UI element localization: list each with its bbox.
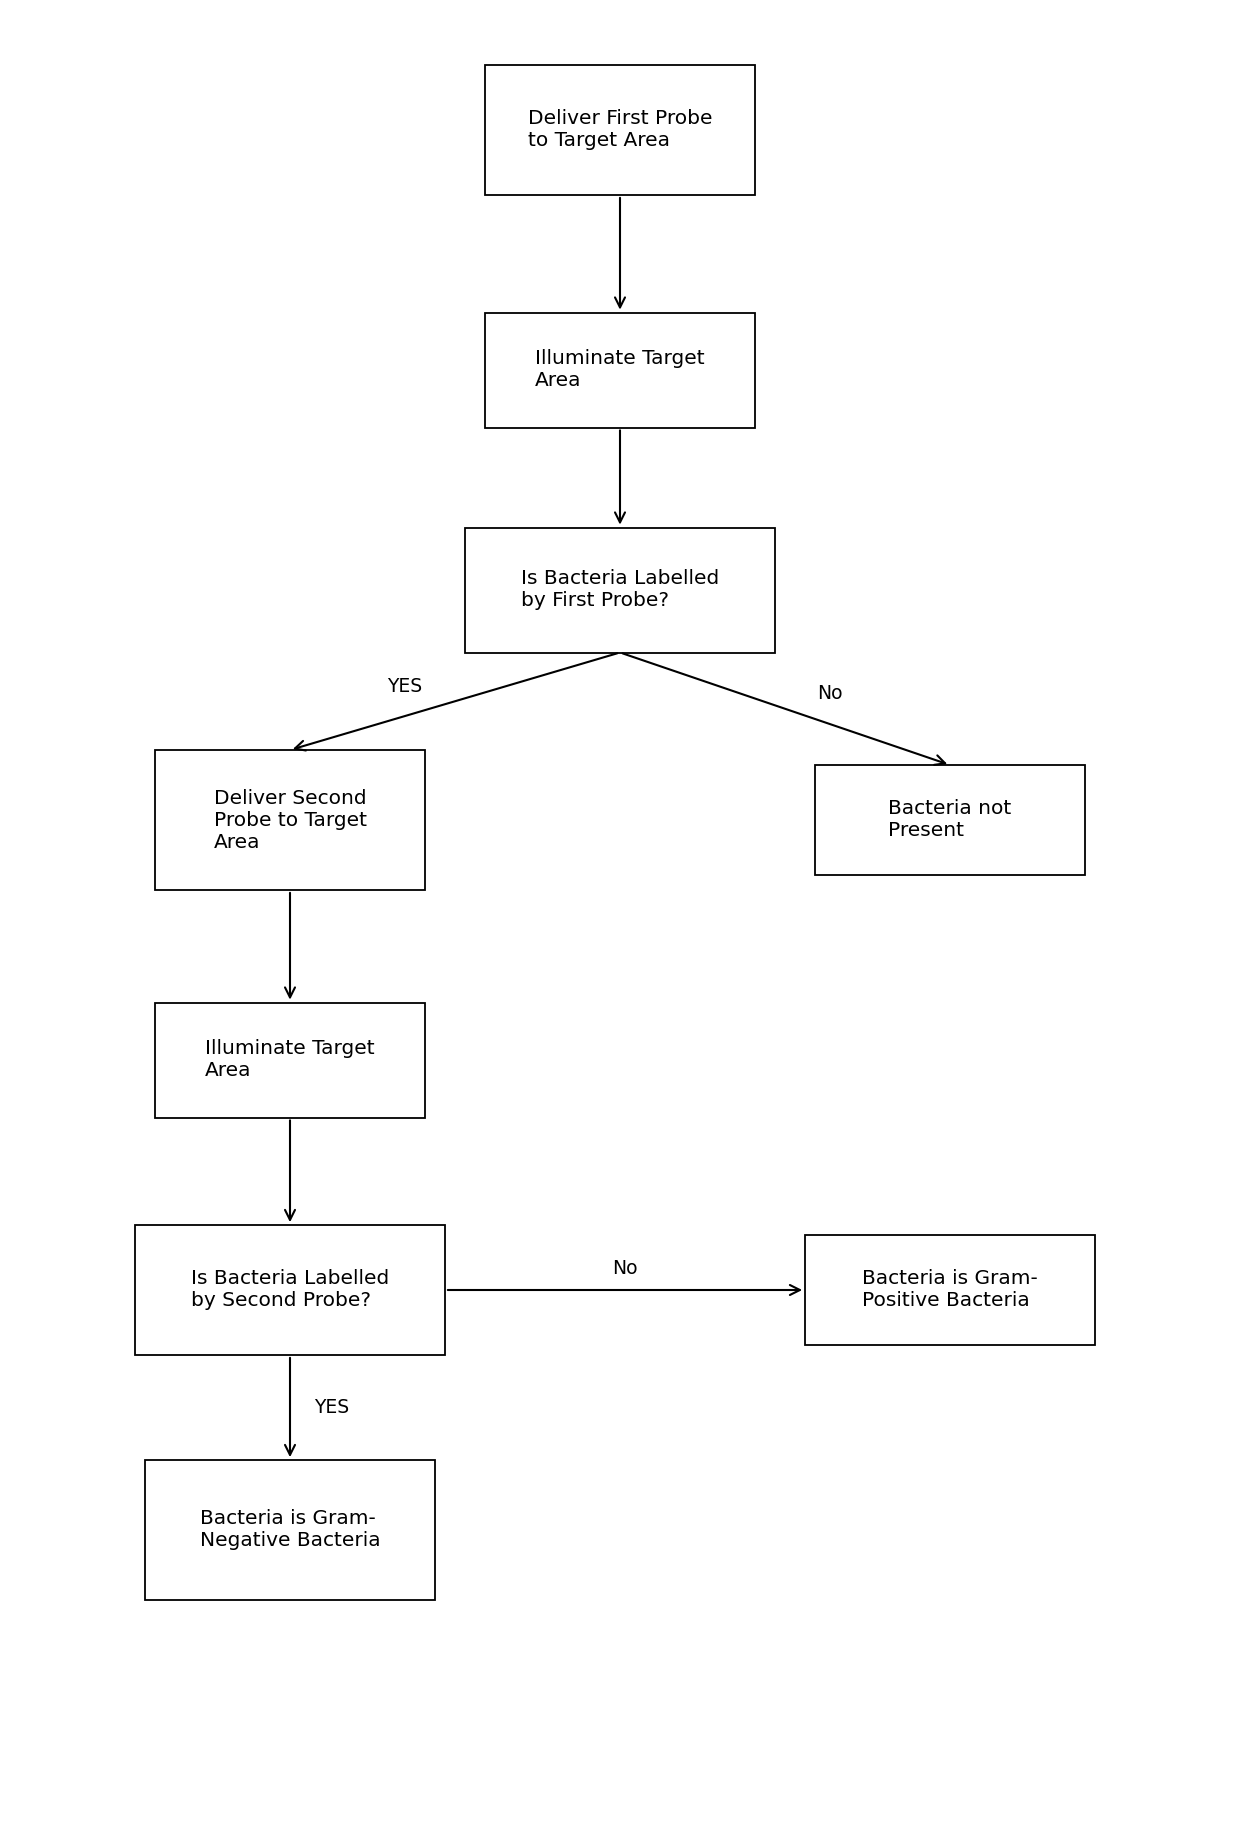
Text: Bacteria is Gram-
Negative Bacteria: Bacteria is Gram- Negative Bacteria [200,1509,381,1551]
FancyBboxPatch shape [485,312,755,428]
Text: Bacteria is Gram-
Positive Bacteria: Bacteria is Gram- Positive Bacteria [862,1270,1038,1310]
Text: Is Bacteria Labelled
by Second Probe?: Is Bacteria Labelled by Second Probe? [191,1270,389,1310]
Text: No: No [817,685,843,703]
Text: Bacteria not
Present: Bacteria not Present [888,800,1012,840]
Text: Illuminate Target
Area: Illuminate Target Area [205,1040,374,1080]
FancyBboxPatch shape [155,1003,425,1118]
FancyBboxPatch shape [135,1224,445,1356]
Text: YES: YES [315,1398,350,1418]
FancyBboxPatch shape [485,66,755,195]
FancyBboxPatch shape [465,528,775,652]
Text: Deliver Second
Probe to Target
Area: Deliver Second Probe to Target Area [213,789,367,851]
Text: Is Bacteria Labelled
by First Probe?: Is Bacteria Labelled by First Probe? [521,570,719,610]
FancyBboxPatch shape [155,751,425,890]
Text: YES: YES [387,676,423,696]
FancyBboxPatch shape [145,1460,435,1600]
Text: Deliver First Probe
to Target Area: Deliver First Probe to Target Area [528,110,712,150]
Text: No: No [613,1259,637,1277]
Text: Illuminate Target
Area: Illuminate Target Area [536,349,704,391]
FancyBboxPatch shape [805,1235,1095,1345]
FancyBboxPatch shape [815,766,1085,875]
